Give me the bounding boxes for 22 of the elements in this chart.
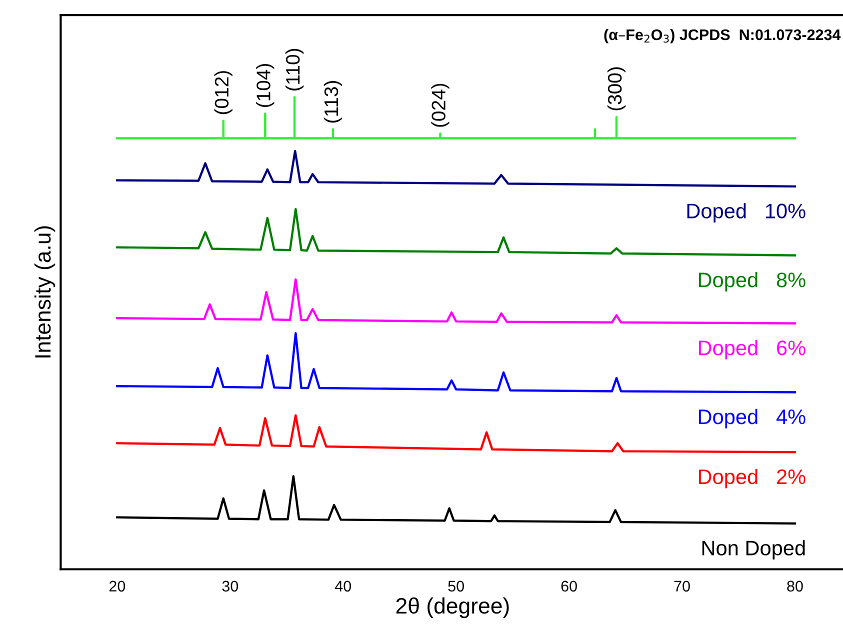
annotation: (300) bbox=[607, 67, 626, 110]
series-label: Doped 4% bbox=[698, 408, 806, 428]
x-tick-label: 20 bbox=[109, 580, 126, 592]
annotation: (012) bbox=[214, 71, 232, 114]
x-tick-label: 60 bbox=[561, 580, 577, 592]
series-label: Doped 2% bbox=[698, 468, 806, 488]
x-tick-label: 80 bbox=[787, 580, 803, 592]
series-label: Doped 10% bbox=[687, 203, 806, 223]
y-axis-title: Intensity (a.u) bbox=[34, 226, 56, 358]
text: (α–Fe$_{2}$O$_{3}$) JCPDS N:01.073-2234 bbox=[604, 28, 841, 44]
x-tick-label: 30 bbox=[222, 580, 238, 592]
x-tick-label: 40 bbox=[334, 580, 352, 592]
series-label: Doped 8% bbox=[698, 272, 806, 292]
annotation: (024) bbox=[431, 84, 450, 127]
x-tick-label: 50 bbox=[448, 580, 464, 592]
series-label: Non Doped bbox=[702, 540, 805, 560]
series-label: Doped 6% bbox=[698, 340, 806, 360]
annotation: (113) bbox=[324, 81, 342, 123]
x-axis-title: 2θ (degree) bbox=[396, 597, 509, 618]
annotation: (110) bbox=[285, 48, 304, 90]
annotation: (104) bbox=[256, 64, 274, 107]
x-tick-label: 70 bbox=[674, 580, 690, 592]
